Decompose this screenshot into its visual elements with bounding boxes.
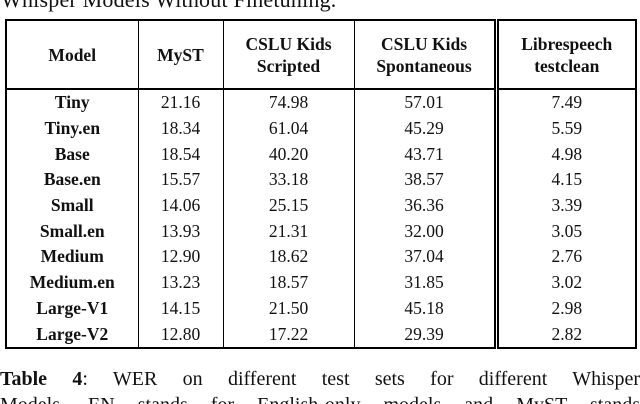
wer-value: 45.29 <box>353 115 496 142</box>
wer-value: 4.15 <box>493 167 636 193</box>
table-row: Medium.en 13.23 18.57 31.85 3.02 <box>6 269 636 296</box>
model-name: Small <box>50 195 94 216</box>
table-caption: Table 4: WER on different test sets for … <box>0 367 640 391</box>
wer-value: 14.15 <box>137 295 223 322</box>
wer-value: 31.85 <box>353 269 496 296</box>
clipped-heading-text: Whisper Models Without Finetuning. <box>1 0 337 12</box>
model-name: Medium <box>40 246 104 267</box>
wer-value: 12.90 <box>137 244 223 270</box>
wer-value: 2.98 <box>493 295 636 322</box>
wer-value: 17.22 <box>222 321 354 348</box>
model-name: Large-V2 <box>36 323 109 344</box>
model-name: Tiny.en <box>44 118 101 139</box>
wer-value: 13.93 <box>137 218 223 245</box>
table-row: Small 14.06 25.15 36.36 3.39 <box>6 192 636 219</box>
wer-value: 21.50 <box>222 295 354 322</box>
column-header: CSLU Kids Scripted <box>222 20 354 90</box>
wer-value: 57.01 <box>353 89 496 116</box>
column-header: Librespeech testclean <box>493 20 636 90</box>
wer-value: 3.02 <box>493 269 636 296</box>
model-name: Small.en <box>39 220 105 241</box>
table-row: Tiny 21.16 74.98 57.01 7.49 <box>6 89 636 116</box>
wer-value: 4.98 <box>493 141 636 168</box>
wer-value: 40.20 <box>222 141 354 168</box>
model-name: Medium.en <box>29 272 115 293</box>
wer-value: 3.39 <box>493 192 636 219</box>
table-row: Large-V1 14.15 21.50 45.18 2.98 <box>6 295 636 322</box>
model-name: Large-V1 <box>36 297 109 318</box>
column-header: Model <box>6 20 138 90</box>
wer-value: 3.05 <box>493 218 636 245</box>
table-body: Tiny 21.16 74.98 57.01 7.49 Tiny.en 18.34 61.04… <box>6 89 636 348</box>
wer-value: 32.00 <box>353 218 496 245</box>
wer-value: 7.49 <box>493 89 636 116</box>
wer-value: 14.06 <box>137 192 223 219</box>
model-name: Base.en <box>43 169 101 190</box>
wer-value: 13.23 <box>137 269 223 296</box>
wer-value: 2.76 <box>493 244 636 270</box>
wer-value: 18.54 <box>137 141 223 168</box>
model-name: Tiny <box>54 92 90 113</box>
model-name: Base <box>54 143 90 164</box>
table-row: Tiny.en 18.34 61.04 45.29 5.59 <box>6 115 636 142</box>
caption-clipped-second-line: Models. EN stands for English-only model… <box>0 393 640 404</box>
wer-value: 45.18 <box>353 295 496 322</box>
wer-table: Model MyST CSLU Kids Scripted CSLU Kids Spont… <box>5 19 637 349</box>
table-row: Large-V2 12.80 17.22 29.39 2.82 <box>6 321 636 348</box>
wer-value: 18.57 <box>222 269 354 296</box>
wer-value: 2.82 <box>493 321 636 348</box>
wer-value: 33.18 <box>222 167 354 193</box>
caption-label: Table 4 <box>0 368 83 390</box>
table-row: Base 18.54 40.20 43.71 4.98 <box>6 141 636 168</box>
wer-value: 29.39 <box>353 321 496 348</box>
wer-value: 21.16 <box>137 89 223 116</box>
wer-value: 74.98 <box>222 89 354 116</box>
wer-value: 36.36 <box>353 192 496 219</box>
wer-value: 5.59 <box>493 115 636 142</box>
table-row: Base.en 15.57 33.18 38.57 4.15 <box>6 167 636 193</box>
wer-value: 18.62 <box>222 244 354 270</box>
wer-value: 21.31 <box>222 218 354 245</box>
wer-value: 43.71 <box>353 141 496 168</box>
wer-value: 38.57 <box>353 167 496 193</box>
wer-value: 61.04 <box>222 115 354 142</box>
table-row: Small.en 13.93 21.31 32.00 3.05 <box>6 218 636 245</box>
table-row: Medium 12.90 18.62 37.04 2.76 <box>6 244 636 270</box>
caption-separator: : <box>82 368 113 390</box>
column-header: MyST <box>137 20 223 90</box>
caption-text: WER on different test sets for different… <box>112 368 640 390</box>
wer-value: 25.15 <box>222 192 354 219</box>
header-row: Model MyST CSLU Kids Scripted CSLU Kids Spont… <box>6 20 636 90</box>
column-header: CSLU Kids Spontaneous <box>353 20 496 90</box>
wer-value: 37.04 <box>353 244 496 270</box>
wer-value: 18.34 <box>137 115 223 142</box>
wer-value: 12.80 <box>137 321 223 348</box>
wer-value: 15.57 <box>137 167 223 193</box>
